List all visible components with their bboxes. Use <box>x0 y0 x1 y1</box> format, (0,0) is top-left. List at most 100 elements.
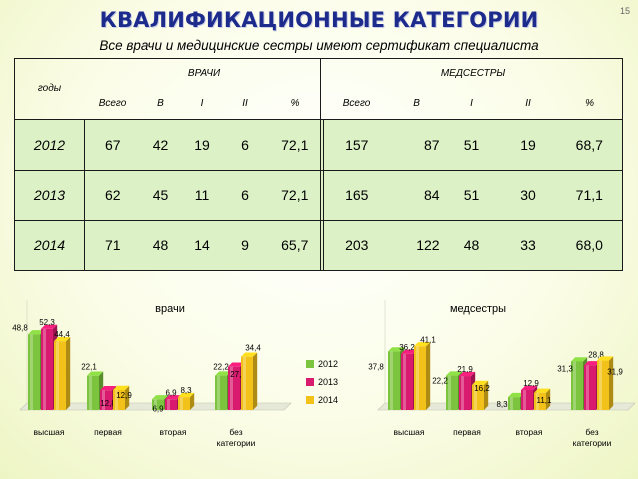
category-label: категории <box>573 438 612 448</box>
table-cell: 87 <box>389 119 444 171</box>
table-cell: 65,7 <box>266 220 325 272</box>
legend-swatch <box>306 360 314 368</box>
data-label: 16,2 <box>474 384 490 393</box>
doctors-col-first: I <box>200 98 204 110</box>
table-cell: 67 <box>84 119 141 171</box>
data-label: 31,3 <box>557 364 573 373</box>
nurses-header: МЕДСЕСТРЫ <box>440 67 506 79</box>
doctors-col-percent: % <box>290 98 300 110</box>
table-cell: 6 <box>223 170 267 221</box>
page-number: 15 <box>619 6 630 16</box>
bar-2014-1 <box>113 385 130 410</box>
legend-label: 2014 <box>318 395 338 405</box>
category-label: высшая <box>33 427 64 437</box>
table-cell: 42 <box>140 119 181 171</box>
chart-title: врачи <box>155 303 185 315</box>
data-label: 12,9 <box>116 391 132 400</box>
table-cell: 30 <box>499 170 557 221</box>
table-cell: 62 <box>84 170 141 221</box>
data-label: 22,1 <box>81 363 97 372</box>
table-cell: 9 <box>223 220 267 272</box>
data-label: 41,1 <box>420 335 436 344</box>
page-subtitle: Все врачи и медицинские сестры имеют сер… <box>99 38 539 53</box>
page-title: КВАЛИФИКАЦИОННЫЕ КАТЕГОРИИ <box>99 8 539 32</box>
nurses-chart-svg: медсестры 37,8 22,2 8,3 31,3 36,2 21,9 12,9 28,8… <box>368 300 636 448</box>
category-label: без <box>585 427 598 437</box>
nurses-col-total: Всего <box>342 98 371 110</box>
table-cell: 68,7 <box>556 119 624 171</box>
doctors-col-total: Всего <box>98 98 127 110</box>
years-header: годы <box>37 83 62 95</box>
category-label: вторая <box>160 427 187 437</box>
table-row: 2014 71 48 14 9 65,7 203 122 48 33 68,0 <box>14 220 624 272</box>
data-label: 48,8 <box>12 323 28 332</box>
table-cell: 71 <box>84 220 141 272</box>
category-label: первая <box>94 427 122 437</box>
year-cell: 2012 <box>14 119 85 171</box>
bar-2014-3 <box>241 352 258 410</box>
year-cell: 2014 <box>14 220 85 272</box>
nurses-col-higher: В <box>413 98 420 110</box>
table-cell: 203 <box>323 220 390 272</box>
table-cell: 84 <box>389 170 444 221</box>
nurses-col-first: I <box>470 98 473 110</box>
legend-label: 2013 <box>318 377 338 387</box>
table-cell: 48 <box>443 220 500 272</box>
table-cell: 51 <box>443 170 500 221</box>
category-label: высшая <box>393 427 424 437</box>
bar-2014-0 <box>54 336 71 410</box>
bar-2014-2 <box>534 388 551 410</box>
legend-swatch <box>306 396 314 404</box>
table-cell: 157 <box>323 119 390 171</box>
data-label: 11,1 <box>537 396 553 405</box>
year-cell: 2013 <box>14 170 85 221</box>
table-cell: 71,1 <box>556 170 624 221</box>
data-label: 28,8 <box>588 350 604 359</box>
doctors-header: ВРАЧИ <box>187 67 221 79</box>
table-cell: 19 <box>180 119 224 171</box>
table-cell: 48 <box>140 220 181 272</box>
doctors-chart-svg: врачи 48,8 22,1 6,9 22,2 52,3 12,8 6,9 27,9 44,4 1… <box>12 300 292 448</box>
legend-svg: 2012 2013 2014 <box>306 359 338 405</box>
doctors-col-second: II <box>242 98 248 110</box>
legend-label: 2012 <box>318 359 338 369</box>
nurses-chart: медсестры 37,8 22,2 8,3 31,3 36,2 21,9 12,9 28,8… <box>358 292 636 479</box>
legend-swatch <box>306 378 314 386</box>
doctors-chart: врачи 48,8 22,1 6,9 22,2 52,3 12,8 6,9 27,9 44,4 1… <box>0 292 300 479</box>
chart-legend: 2012 2013 2014 <box>300 355 360 425</box>
data-label: 27,9 <box>230 370 246 379</box>
data-label: 12,9 <box>523 379 539 388</box>
doctors-col-higher: В <box>157 98 164 110</box>
data-label: 8,3 <box>496 400 508 409</box>
table-cell: 51 <box>443 119 500 171</box>
category-label: первая <box>453 427 481 437</box>
category-label: категории <box>217 438 256 448</box>
table-cell: 33 <box>499 220 557 272</box>
category-label: без <box>229 427 242 437</box>
table-cell: 68,0 <box>556 220 624 272</box>
data-label: 31,9 <box>607 368 623 377</box>
data-label: 12,8 <box>100 399 116 408</box>
table-cell: 19 <box>499 119 557 171</box>
table-row: 2012 67 42 19 6 72,1 157 87 51 19 68,7 <box>14 119 624 171</box>
data-label: 8,3 <box>180 386 192 395</box>
table-cell: 45 <box>140 170 181 221</box>
data-label: 22,2 <box>432 377 448 386</box>
data-label: 6,9 <box>152 404 164 413</box>
bar-2014-2 <box>178 392 195 410</box>
qualification-table: годы ВРАЧИ МЕДСЕСТРЫ Всего В I II % Всег… <box>14 58 624 272</box>
table-cell: 72,1 <box>266 119 325 171</box>
table-cell: 165 <box>323 170 390 221</box>
chart-title: медсестры <box>450 303 506 315</box>
data-label: 44,4 <box>54 330 70 339</box>
table-cell: 72,1 <box>266 170 325 221</box>
bar-2014-3 <box>597 356 614 410</box>
data-label: 36,2 <box>399 343 415 352</box>
nurses-col-percent: % <box>585 98 594 110</box>
table-row: 2013 62 45 11 6 72,1 165 84 51 30 71,1 <box>14 170 624 221</box>
table-cell: 122 <box>389 220 444 272</box>
data-label: 37,8 <box>368 362 384 371</box>
nurses-col-second: II <box>525 98 531 110</box>
bar-2014-0 <box>414 342 431 410</box>
table-cell: 11 <box>180 170 224 221</box>
